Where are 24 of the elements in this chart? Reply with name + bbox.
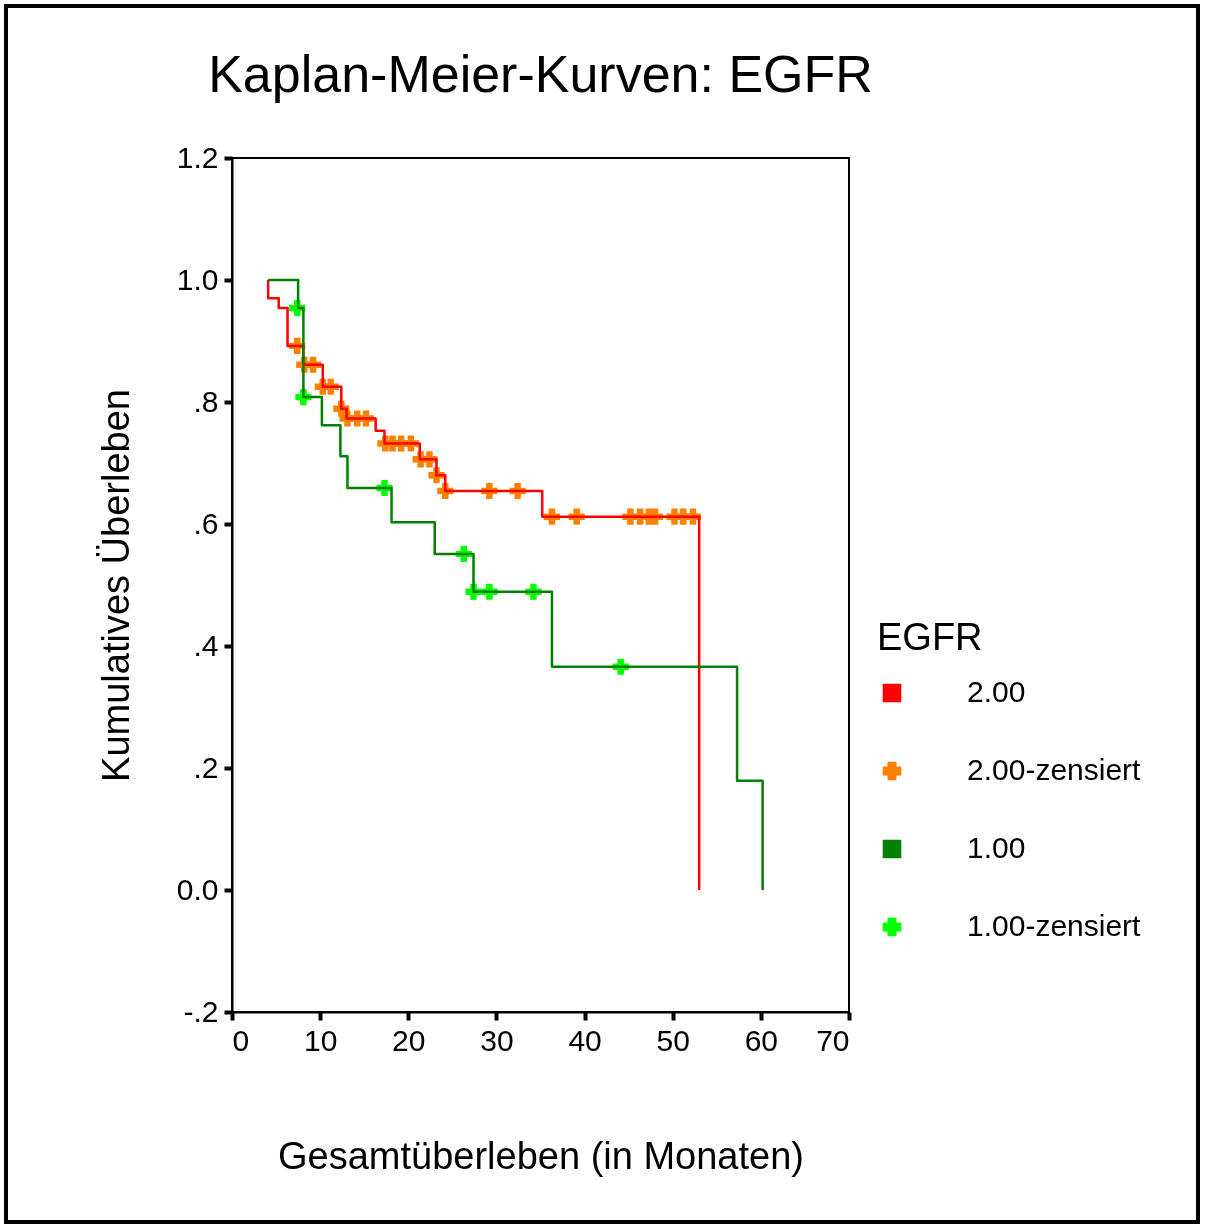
x-tick-label: 10: [303, 1023, 338, 1057]
y-tick-label: .8: [193, 384, 219, 418]
chart-title: Kaplan-Meier-Kurven: EGFR: [208, 45, 873, 103]
legend-label: 1.00-zensiert: [967, 909, 1142, 942]
y-tick-label: 1.2: [176, 140, 219, 174]
x-axis-title: Gesamtüberleben (in Monaten): [278, 1134, 804, 1177]
x-tick-label: 20: [392, 1023, 426, 1057]
y-axis-title: Kumulatives Überleben: [94, 389, 137, 782]
legend-label: 2.00: [967, 675, 1026, 708]
y-tick-label: .6: [193, 506, 219, 540]
y-tick-label: 1.0: [176, 262, 219, 296]
y-tick-label: .4: [193, 628, 219, 662]
legend-label: 2.00-zensiert: [967, 753, 1142, 786]
y-tick-label: .2: [193, 750, 219, 784]
y-tick-label: -.2: [183, 994, 219, 1028]
x-tick-label: 40: [568, 1023, 602, 1057]
legend-label: 1.00: [967, 831, 1026, 864]
legend-title: EGFR: [877, 616, 983, 658]
x-tick-label: 50: [656, 1023, 690, 1057]
x-tick-label: 70: [816, 1023, 850, 1057]
x-tick-label: 0: [232, 1023, 250, 1057]
x-tick-label: 60: [744, 1023, 779, 1057]
x-tick-label: 30: [480, 1023, 514, 1057]
y-tick-label: 0.0: [176, 872, 219, 906]
